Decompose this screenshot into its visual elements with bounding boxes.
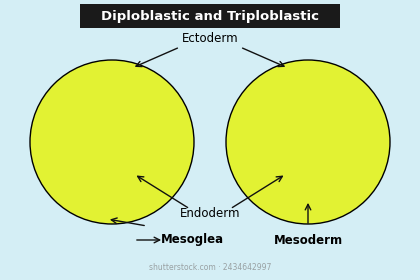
Text: Diploblastic and Triploblastic: Diploblastic and Triploblastic <box>101 10 319 22</box>
Circle shape <box>72 102 152 182</box>
FancyBboxPatch shape <box>80 4 340 28</box>
Text: Mesoderm: Mesoderm <box>273 234 343 246</box>
Text: shutterstock.com · 2434642997: shutterstock.com · 2434642997 <box>149 263 271 272</box>
Text: Endoderm: Endoderm <box>180 207 240 220</box>
Text: Ectoderm: Ectoderm <box>182 32 238 45</box>
Circle shape <box>30 60 194 224</box>
Circle shape <box>268 102 348 182</box>
Text: Mesoglea: Mesoglea <box>160 234 223 246</box>
Circle shape <box>226 60 390 224</box>
Circle shape <box>92 122 132 162</box>
Circle shape <box>288 122 328 162</box>
Circle shape <box>49 79 175 205</box>
Circle shape <box>245 79 371 205</box>
